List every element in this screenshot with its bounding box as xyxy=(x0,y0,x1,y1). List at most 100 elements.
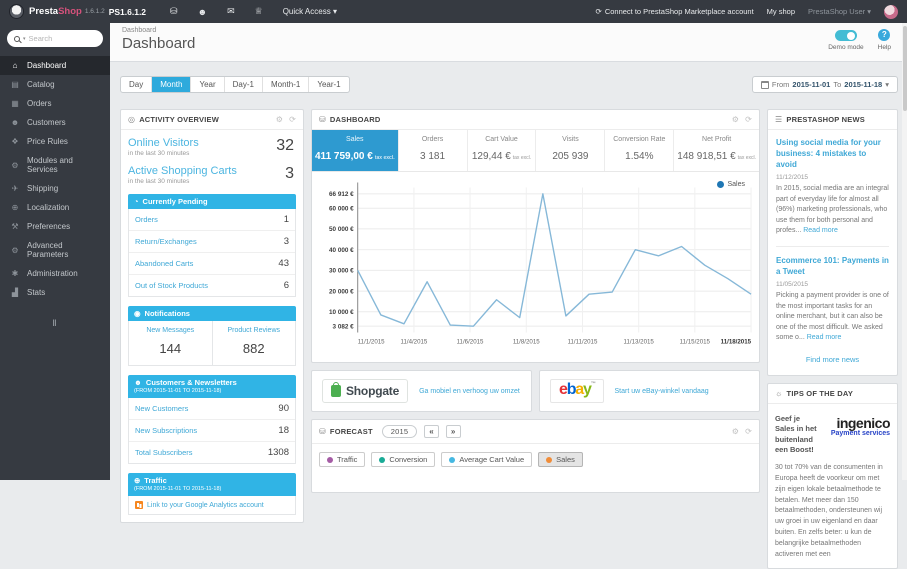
sidebar-item-shipping[interactable]: ✈ Shipping xyxy=(11,184,59,193)
quick-access-menu[interactable]: Quick Access ▾ xyxy=(282,7,337,16)
sidebar-search[interactable]: ▾ xyxy=(7,30,103,47)
sidebar-item-advanced-parameters[interactable]: ⚙ Advanced Parameters xyxy=(11,241,69,259)
demo-mode-control[interactable]: Demo mode xyxy=(828,29,864,51)
tab-year[interactable]: Year xyxy=(191,77,225,92)
kpi-orders[interactable]: Orders 3 181 xyxy=(399,130,468,171)
tab-year-1[interactable]: Year-1 xyxy=(317,80,341,89)
my-shop-link[interactable]: My shop xyxy=(766,7,796,16)
google-analytics-link[interactable]: Link to your Google Analytics account xyxy=(128,496,296,515)
pending-row-out-of-stock[interactable]: Out of Stock Products 6 xyxy=(135,280,289,291)
price-rules-icon: ❖ xyxy=(11,137,19,146)
cart-icon: ⛁ xyxy=(319,427,326,436)
sidebar-item-localization[interactable]: ⊕ Localization xyxy=(11,203,70,212)
sidebar-item-stats[interactable]: ▟ Stats xyxy=(11,288,46,297)
scrollbar-thumb[interactable] xyxy=(902,26,907,111)
ebay-link[interactable]: Start uw eBay-winkel vandaag xyxy=(614,387,709,395)
tab-month-1[interactable]: Month-1 xyxy=(263,77,310,92)
tip-body: 30 tot 70% van de consumenten in Europa … xyxy=(775,463,883,558)
svg-text:50 000 €: 50 000 € xyxy=(329,226,354,233)
breadcrumb[interactable]: Dashboard xyxy=(122,27,157,34)
sidebar-item-dashboard[interactable]: ⌂ Dashboard xyxy=(0,56,110,75)
help-icon[interactable]: ? xyxy=(878,29,891,41)
sidebar-item-orders[interactable]: ▦ Orders xyxy=(11,99,52,108)
shopgate-banner[interactable]: Shopgate Ga mobiel en verhoog uw omzet xyxy=(311,370,532,412)
kpi-conversion-rate[interactable]: Conversion Rate 1.54% xyxy=(605,130,675,171)
ebay-banner[interactable]: ebay™ Start uw eBay-winkel vandaag xyxy=(539,370,760,412)
sidebar-item-administration[interactable]: ✱ Administration xyxy=(11,269,78,278)
forecast-toggle-average-cart-value[interactable]: Average Cart Value xyxy=(441,452,533,467)
cart-icon[interactable]: ⛁ xyxy=(170,6,178,16)
refresh-icon[interactable]: ⟳ xyxy=(745,427,752,436)
kpi-row: Sales 411 759,00 € tax excl. Orders 3 181 C… xyxy=(312,130,759,172)
kpi-cart-value[interactable]: Cart Value 129,44 € tax excl. xyxy=(468,130,537,171)
user-menu[interactable]: PrestaShop User ▾ xyxy=(808,7,871,16)
prestashop-logo-icon[interactable] xyxy=(9,4,24,19)
tip-headline: Geef je Sales in het buitenland een Boos… xyxy=(775,413,817,455)
sidebar-item-modules[interactable]: ⚙ Modules and Services xyxy=(11,156,73,174)
customers-row-new-subscriptions[interactable]: New Subscriptions 18 xyxy=(129,420,295,442)
gear-icon[interactable]: ⚙ xyxy=(275,115,284,124)
sidebar-item-preferences[interactable]: ⚒ Preferences xyxy=(11,222,71,231)
refresh-icon[interactable]: ⟳ xyxy=(745,115,752,124)
shopgate-link[interactable]: Ga mobiel en verhoog uw omzet xyxy=(419,387,520,395)
conversion-dot-icon xyxy=(379,456,386,463)
search-input[interactable] xyxy=(28,34,96,43)
mail-icon[interactable]: ✉ xyxy=(227,6,235,16)
news-article[interactable]: Using social media for your business: 4 … xyxy=(776,138,889,235)
customers-newsletters-header: ☻ Customers & Newsletters (FROM 2015-11-0… xyxy=(128,375,296,398)
forecast-back-button[interactable]: « xyxy=(424,425,439,438)
read-more-link[interactable]: Read more xyxy=(803,227,838,235)
forecast-forward-button[interactable]: » xyxy=(445,425,461,438)
advanced-parameters-icon: ⚙ xyxy=(11,245,19,255)
brand-name: PrestaShop xyxy=(29,6,82,17)
tab-day-1[interactable]: Day-1 xyxy=(225,77,263,92)
pending-row-abandoned-carts[interactable]: Abandoned Carts 43 xyxy=(129,253,295,275)
demo-mode-toggle[interactable] xyxy=(834,30,857,41)
marketplace-connect-link[interactable]: ⟳ Connect to PrestaShop Marketplace accou… xyxy=(595,7,754,16)
forecast-toggle-conversion[interactable]: Conversion xyxy=(371,452,436,467)
forecast-toggle-sales[interactable]: Sales xyxy=(538,452,583,467)
dashboard-content: Day Month Year Day-1 Month-1 Year-1 From… xyxy=(110,62,907,569)
new-messages-stat[interactable]: New Messages 144 xyxy=(146,327,195,356)
customers-row-new-customers[interactable]: New Customers 90 xyxy=(129,398,295,420)
svg-text:20 000 €: 20 000 € xyxy=(329,288,354,295)
news-article-title[interactable]: Using social media for your business: 4 … xyxy=(776,138,881,169)
gear-icon[interactable]: ⚙ xyxy=(731,427,740,436)
tab-month[interactable]: Month xyxy=(152,77,192,92)
chart-legend[interactable]: Sales xyxy=(717,181,745,188)
search-icon xyxy=(14,35,20,42)
kpi-sales[interactable]: Sales 411 759,00 € tax excl. xyxy=(312,130,399,171)
sidebar-collapse-button[interactable]: ‖ xyxy=(52,318,58,328)
scrollbar-track[interactable] xyxy=(902,23,907,480)
find-more-news-link[interactable]: Find more news xyxy=(805,354,860,364)
sidebar-item-catalog[interactable]: ▤ Catalog xyxy=(11,80,55,89)
forecast-year-pill[interactable]: 2015 xyxy=(381,425,418,438)
pending-row-orders[interactable]: Orders 1 xyxy=(129,209,295,231)
svg-text:40 000 €: 40 000 € xyxy=(329,247,354,254)
kpi-visits[interactable]: Visits 205 939 xyxy=(536,130,606,171)
customers-row-total-subscribers[interactable]: Total Subscribers 1308 xyxy=(135,447,289,458)
news-article[interactable]: Ecommerce 101: Payments in a Tweet 11/05… xyxy=(776,245,889,344)
forecast-legend: Traffic Conversion Average Cart Value Sa… xyxy=(312,444,759,475)
user-avatar[interactable] xyxy=(884,4,898,19)
sidebar-item-customers[interactable]: ☻ Customers xyxy=(10,118,66,127)
help-control[interactable]: ? Help xyxy=(877,29,891,51)
forecast-toggle-traffic[interactable]: Traffic xyxy=(319,452,366,467)
svg-text:11/8/2015: 11/8/2015 xyxy=(513,338,540,345)
sidebar-item-price-rules[interactable]: ❖ Price Rules xyxy=(11,137,68,146)
gear-icon[interactable]: ⚙ xyxy=(731,115,740,124)
pending-row-returns[interactable]: Return/Exchanges 3 xyxy=(129,231,295,253)
search-scope-caret-icon[interactable]: ▾ xyxy=(23,35,26,42)
news-article-title[interactable]: Ecommerce 101: Payments in a Tweet xyxy=(776,255,889,276)
online-visitors-metric: Online Visitors 32 in the last 30 minute… xyxy=(128,137,294,157)
kpi-net-profit[interactable]: Net Profit 148 918,51 € tax excl. xyxy=(677,136,757,162)
refresh-icon[interactable]: ⟳ xyxy=(289,115,296,124)
tab-day[interactable]: Day xyxy=(121,77,153,92)
read-more-link[interactable]: Read more xyxy=(806,334,842,342)
top-bar: PrestaShop 1.6.1.2 PS1.6.1.2 ⛁ ☻ ✉ ♕ Qui… xyxy=(0,0,907,23)
product-reviews-stat[interactable]: Product Reviews 882 xyxy=(211,321,296,365)
notifications-header: ◉ Notifications xyxy=(128,306,296,321)
date-range-picker[interactable]: From 2015-11-01 To 2015-11-18 ▾ xyxy=(751,76,898,93)
user-icon[interactable]: ☻ xyxy=(197,6,208,17)
trophy-icon[interactable]: ♕ xyxy=(254,6,263,16)
